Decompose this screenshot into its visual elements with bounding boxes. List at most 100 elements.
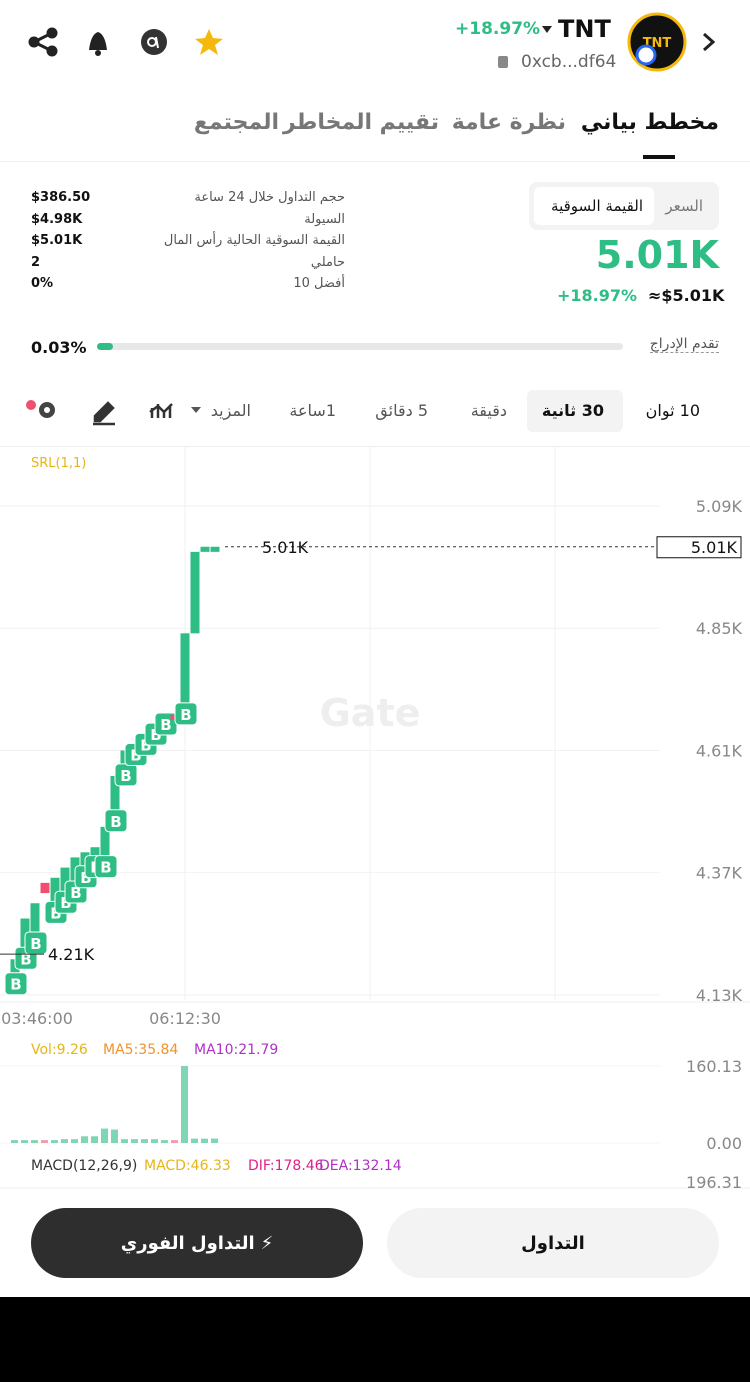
signal-label: B bbox=[130, 747, 141, 765]
signal-label: B bbox=[70, 884, 81, 902]
toggle-option[interactable]: القيمة السوقية bbox=[551, 197, 643, 215]
tab-indicator bbox=[643, 155, 675, 159]
favorite-icon[interactable] bbox=[195, 29, 223, 55]
volume-bar bbox=[41, 1140, 48, 1143]
candle bbox=[200, 546, 210, 552]
interval-active[interactable]: 30 ثانية bbox=[541, 401, 604, 420]
chart: Gate SRL(1,1) 5.09K 4.85K 4.61K 4.37K 4.13K 0… bbox=[0, 447, 750, 1192]
interval[interactable]: المزيد bbox=[210, 401, 251, 420]
interval[interactable]: 5 دقائق bbox=[375, 401, 428, 420]
macd-legend: DEA:132.14 bbox=[319, 1158, 402, 1174]
market-approx: ≈$5.01K bbox=[648, 286, 725, 305]
signal-label: B bbox=[120, 767, 131, 785]
bolt-icon: ⚡ bbox=[260, 1232, 274, 1254]
stat-label: حاملي bbox=[310, 254, 345, 270]
interval[interactable]: 1ساعة bbox=[289, 401, 336, 420]
signal-label: B bbox=[60, 894, 71, 912]
watermark: Gate bbox=[320, 691, 421, 735]
candle bbox=[190, 551, 200, 634]
signal-label: B bbox=[30, 935, 41, 953]
volume-bar bbox=[101, 1128, 108, 1143]
tab[interactable]: نظرة عامة bbox=[451, 110, 566, 135]
last-price-box bbox=[656, 536, 742, 559]
volume-bar bbox=[171, 1140, 178, 1143]
share-icon[interactable] bbox=[28, 27, 58, 57]
interval[interactable]: 10 ثوان bbox=[645, 401, 700, 420]
signal-label: B bbox=[160, 716, 171, 734]
dropdown-icon[interactable] bbox=[542, 26, 552, 33]
volume-bar bbox=[211, 1138, 218, 1143]
signal-label: B bbox=[150, 726, 161, 744]
candle bbox=[180, 633, 190, 715]
macd-tick: 196.31 bbox=[686, 1173, 742, 1192]
volume-bar bbox=[71, 1139, 78, 1143]
volume-bar bbox=[31, 1140, 38, 1143]
volume-bar bbox=[51, 1140, 58, 1143]
copy-icon[interactable] bbox=[498, 56, 508, 68]
instant-trade-button[interactable]: التداول الفوري ⚡ bbox=[31, 1208, 363, 1278]
volume-bar bbox=[121, 1139, 128, 1143]
stat-value: $4.98K bbox=[31, 211, 83, 227]
volume-bar bbox=[161, 1140, 168, 1143]
volume-legend: MA10:21.79 bbox=[194, 1042, 278, 1058]
token-address: 0xcb...df64 bbox=[521, 52, 617, 72]
alpha-icon[interactable] bbox=[141, 29, 167, 55]
toggle-active bbox=[534, 187, 654, 225]
signal-badge bbox=[104, 809, 128, 833]
settings-dot bbox=[26, 400, 36, 410]
signal-label: B bbox=[20, 950, 31, 968]
volume-bar bbox=[191, 1138, 198, 1143]
stat-label: القيمة السوقية الحالية رأس المال bbox=[163, 233, 345, 248]
low-price-label: 4.21K bbox=[48, 945, 95, 964]
signal-label: B bbox=[80, 869, 91, 887]
stat-value: $386.50 bbox=[31, 190, 91, 205]
volume-legend: Vol:9.26 bbox=[31, 1042, 88, 1058]
volume-bar bbox=[201, 1138, 208, 1143]
stat-value: $5.01K bbox=[31, 233, 83, 248]
indicator-icon[interactable] bbox=[149, 403, 173, 418]
stat-value: 0% bbox=[31, 276, 54, 291]
macd-legend: DIF:178.46 bbox=[248, 1158, 324, 1174]
trade-button[interactable]: التداول bbox=[387, 1208, 719, 1278]
volume-bar bbox=[91, 1136, 98, 1143]
y-tick-label: 4.37K bbox=[696, 864, 743, 883]
y-tick-label: 4.61K bbox=[696, 741, 743, 760]
y-tick-label: 4.13K bbox=[696, 986, 743, 1005]
tab-active[interactable]: مخطط بياني bbox=[580, 110, 719, 135]
toggle-option[interactable]: السعر bbox=[665, 197, 703, 215]
macd-legend: MACD:46.33 bbox=[144, 1158, 231, 1174]
candle bbox=[100, 826, 110, 868]
more-caret[interactable] bbox=[191, 407, 201, 413]
bell-icon[interactable] bbox=[89, 32, 107, 50]
signal-label: B bbox=[10, 976, 21, 994]
volume-bar bbox=[81, 1136, 88, 1143]
volume-bar bbox=[11, 1140, 18, 1143]
header-icons: TNT bbox=[28, 12, 716, 72]
candle bbox=[30, 903, 40, 944]
last-price-label: 5.01K bbox=[262, 538, 309, 557]
tab[interactable]: المجتمع bbox=[193, 110, 279, 135]
divider bbox=[0, 161, 750, 162]
x-tick-label: 06:12:30 bbox=[149, 1009, 221, 1028]
volume-bar bbox=[141, 1139, 148, 1143]
tab[interactable]: تقييم المخاطر bbox=[282, 110, 439, 135]
button-label: التداول bbox=[521, 1232, 585, 1254]
volume-bar bbox=[21, 1140, 28, 1143]
signal-label: B bbox=[50, 904, 61, 922]
candle bbox=[10, 959, 20, 985]
market-value: 5.01K bbox=[595, 233, 719, 277]
signal-badge bbox=[4, 972, 28, 996]
signal-label: B bbox=[110, 813, 121, 831]
volume-tick: 0.00 bbox=[706, 1134, 742, 1153]
signal-badge bbox=[94, 855, 118, 879]
token-change: +18.97% bbox=[455, 19, 541, 39]
forward-icon[interactable] bbox=[703, 32, 716, 52]
candle bbox=[110, 775, 120, 822]
listing-label: تقدم الإدراج bbox=[649, 336, 719, 353]
listing-fill bbox=[97, 343, 113, 350]
y-tick-label: 4.85K bbox=[696, 619, 743, 638]
last-price-tag: 5.01K bbox=[691, 538, 738, 557]
interval[interactable]: دقيقة bbox=[470, 401, 507, 420]
draw-icon[interactable] bbox=[93, 401, 115, 426]
